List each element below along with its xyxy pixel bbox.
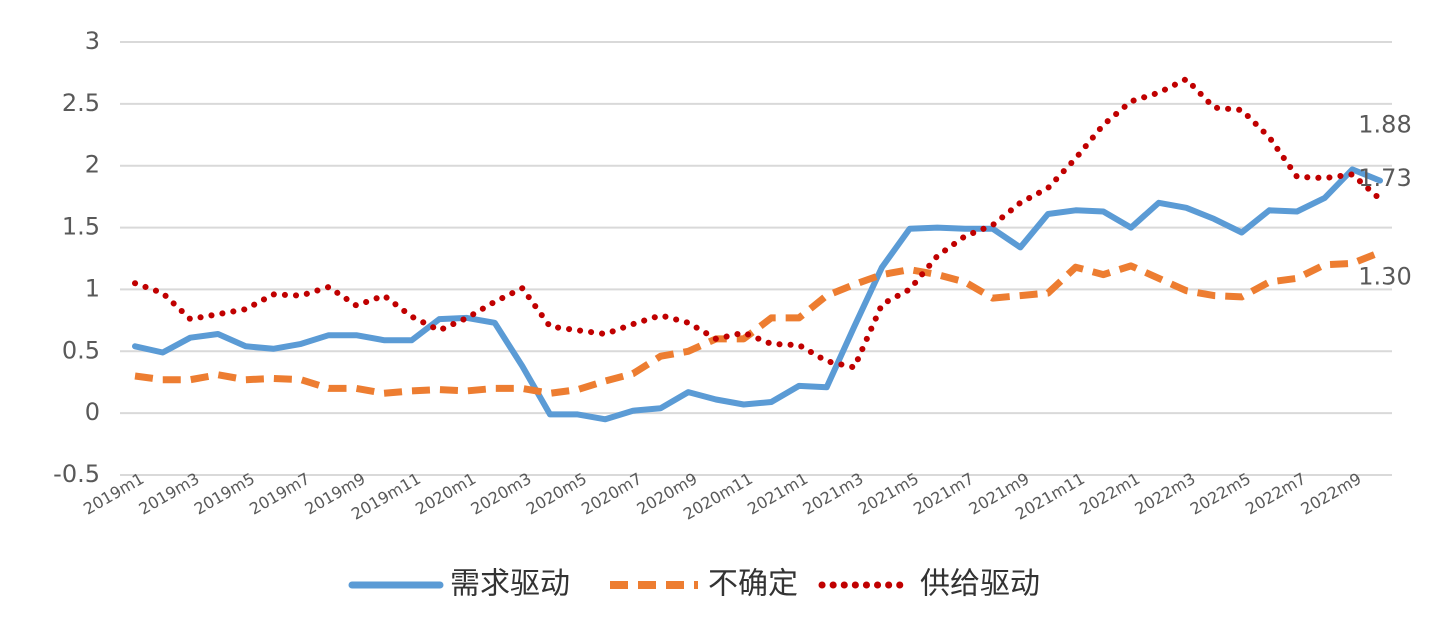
- x-tick-label: 2021m5: [855, 469, 922, 519]
- series-line: [132, 166, 1383, 423]
- y-tick-label: 2.5: [62, 89, 100, 117]
- x-tick-label: 2021m3: [800, 469, 867, 519]
- legend-label: 供给驱动: [920, 567, 1040, 602]
- x-tick-label: 2022m9: [1298, 469, 1365, 519]
- y-tick-label: 0: [85, 398, 100, 426]
- x-tick-label: 2022m5: [1187, 469, 1254, 519]
- x-tick-label: 2022m7: [1242, 469, 1309, 519]
- x-tick-label: 2019m5: [191, 469, 258, 519]
- x-tick-label: 2022m1: [1076, 469, 1143, 519]
- x-tick-label: 2021m7: [910, 469, 977, 519]
- x-tick-label: 2021m1: [744, 469, 811, 519]
- x-tick-label: 2020m1: [412, 469, 479, 519]
- data-label: 1.30: [1358, 262, 1411, 290]
- x-tick-label: 2020m7: [578, 469, 645, 519]
- x-tick-label: 2019m7: [246, 469, 313, 519]
- x-tick-label: 2020m5: [523, 469, 590, 519]
- x-tick-label: 2020m3: [468, 469, 535, 519]
- legend-label: 不确定: [708, 567, 798, 602]
- y-tick-label: 3: [85, 27, 100, 55]
- legend-label: 需求驱动: [450, 567, 570, 602]
- y-tick-label: -0.5: [53, 460, 100, 488]
- x-tick-label: 2019m3: [136, 469, 203, 519]
- y-tick-label: 0.5: [62, 336, 100, 364]
- y-tick-label: 1.5: [62, 213, 100, 241]
- y-tick-label: 2: [85, 151, 100, 179]
- x-tick-label: 2022m3: [1132, 469, 1199, 519]
- y-tick-label: 1: [85, 274, 100, 302]
- data-label: 1.88: [1358, 111, 1411, 139]
- data-label: 1.73: [1358, 164, 1411, 192]
- series-line: [134, 249, 1382, 397]
- series-line: [132, 76, 1383, 371]
